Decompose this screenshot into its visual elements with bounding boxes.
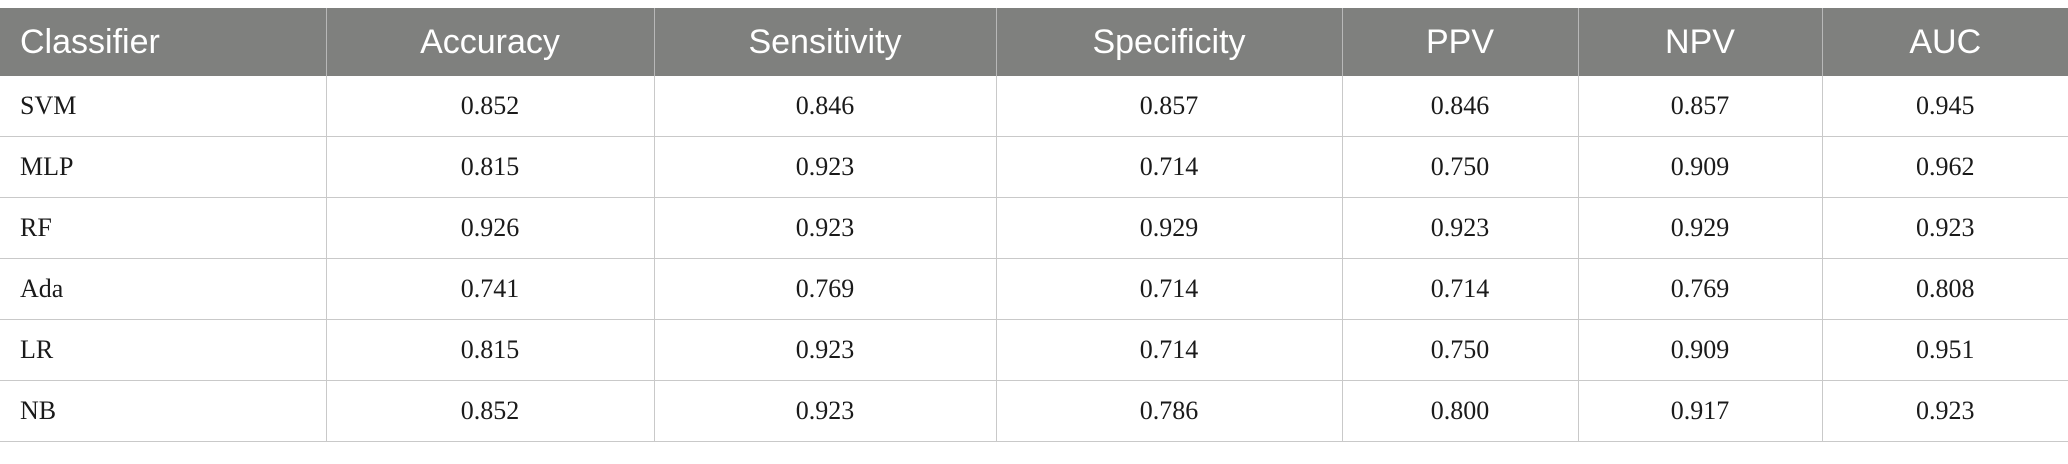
cell-auc: 0.951: [1822, 319, 2068, 381]
cell-sensitivity: 0.923: [654, 380, 997, 442]
cell-sensitivity: 0.923: [654, 197, 997, 259]
classifier-performance-table: Classifier Accuracy Sensitivity Specific…: [0, 8, 2068, 442]
cell-npv: 0.909: [1578, 319, 1823, 381]
cell-auc: 0.923: [1822, 380, 2068, 442]
table-row: Ada 0.741 0.769 0.714 0.714 0.769 0.808: [0, 258, 2068, 320]
table-header: Classifier Accuracy Sensitivity Specific…: [0, 8, 2068, 76]
table-row: LR 0.815 0.923 0.714 0.750 0.909 0.951: [0, 319, 2068, 381]
header-row: Classifier Accuracy Sensitivity Specific…: [0, 8, 2068, 76]
cell-ppv: 0.923: [1342, 197, 1579, 259]
header-accuracy: Accuracy: [326, 8, 655, 76]
cell-ppv: 0.750: [1342, 136, 1579, 198]
cell-auc: 0.923: [1822, 197, 2068, 259]
cell-accuracy: 0.815: [326, 136, 655, 198]
cell-classifier: Ada: [0, 258, 327, 320]
cell-accuracy: 0.852: [326, 76, 655, 137]
header-sensitivity: Sensitivity: [654, 8, 997, 76]
cell-auc: 0.962: [1822, 136, 2068, 198]
header-auc: AUC: [1909, 22, 1982, 61]
cell-classifier: LR: [0, 319, 327, 381]
cell-classifier: SVM: [0, 76, 327, 137]
cell-accuracy: 0.741: [326, 258, 655, 320]
cell-auc: 0.808: [1822, 258, 2068, 320]
cell-ppv: 0.714: [1342, 258, 1579, 320]
cell-npv: 0.929: [1578, 197, 1823, 259]
cell-accuracy: 0.815: [326, 319, 655, 381]
cell-accuracy: 0.852: [326, 380, 655, 442]
cell-ppv: 0.750: [1342, 319, 1579, 381]
header-ppv: PPV: [1342, 8, 1579, 76]
cell-sensitivity: 0.846: [654, 76, 997, 137]
cell-npv: 0.909: [1578, 136, 1823, 198]
header-specificity: Specificity: [996, 8, 1343, 76]
cell-classifier: RF: [0, 197, 327, 259]
cell-sensitivity: 0.769: [654, 258, 997, 320]
cell-npv: 0.917: [1578, 380, 1823, 442]
cell-specificity: 0.714: [996, 136, 1343, 198]
cell-classifier: MLP: [0, 136, 327, 198]
table-row: NB 0.852 0.923 0.786 0.800 0.917 0.923: [0, 380, 2068, 442]
cell-specificity: 0.857: [996, 76, 1343, 137]
results-table: Classifier Accuracy Sensitivity Specific…: [0, 8, 2068, 442]
cell-specificity: 0.786: [996, 380, 1343, 442]
header-npv: NPV: [1578, 8, 1823, 76]
cell-classifier: NB: [0, 380, 327, 442]
cell-accuracy: 0.926: [326, 197, 655, 259]
cell-ppv: 0.800: [1342, 380, 1579, 442]
cell-sensitivity: 0.923: [654, 319, 997, 381]
cell-specificity: 0.714: [996, 319, 1343, 381]
table-row: MLP 0.815 0.923 0.714 0.750 0.909 0.962: [0, 136, 2068, 198]
cell-auc: 0.945: [1822, 76, 2068, 137]
header-classifier: Classifier: [0, 8, 327, 76]
cell-sensitivity: 0.923: [654, 136, 997, 198]
cell-ppv: 0.846: [1342, 76, 1579, 137]
cell-specificity: 0.714: [996, 258, 1343, 320]
cell-specificity: 0.929: [996, 197, 1343, 259]
table-row: RF 0.926 0.923 0.929 0.923 0.929 0.923: [0, 197, 2068, 259]
cell-npv: 0.769: [1578, 258, 1823, 320]
table-body: SVM 0.852 0.846 0.857 0.846 0.857 0.945 …: [0, 76, 2068, 442]
table-row: SVM 0.852 0.846 0.857 0.846 0.857 0.945: [0, 76, 2068, 137]
cell-npv: 0.857: [1578, 76, 1823, 137]
